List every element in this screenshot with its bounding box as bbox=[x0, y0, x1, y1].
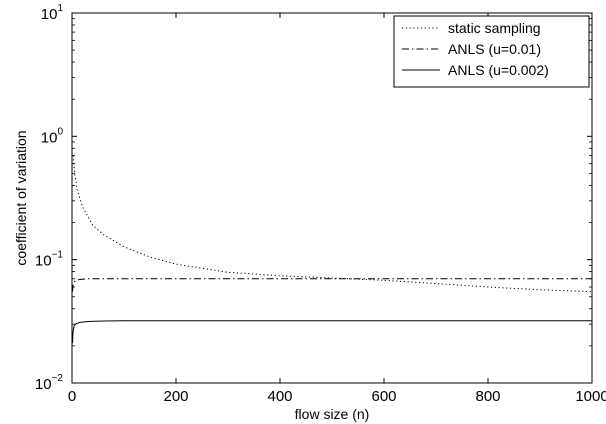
x-tick-label: 400 bbox=[267, 388, 292, 405]
legend: static sampling ANLS (u=0.01) ANLS (u=0.00… bbox=[393, 15, 590, 88]
x-axis-label: flow size (n) bbox=[295, 406, 370, 422]
y-tick-label: 101 bbox=[41, 3, 64, 23]
legend-label: ANLS (u=0.01) bbox=[448, 41, 541, 57]
x-tick-label: 1000 bbox=[575, 388, 606, 405]
legend-label: ANLS (u=0.002) bbox=[448, 62, 549, 78]
legend-box bbox=[393, 15, 590, 88]
x-tick-label: 600 bbox=[371, 388, 396, 405]
x-tick-label: 0 bbox=[68, 388, 76, 405]
legend-label: static sampling bbox=[448, 20, 541, 36]
y-tick-label: 100 bbox=[41, 126, 64, 146]
series-group bbox=[72, 155, 593, 344]
series-line-3 bbox=[72, 320, 592, 344]
y-tick-label: 10−2 bbox=[35, 373, 64, 393]
axes-box bbox=[71, 12, 593, 384]
ticks: 0 200 400 600 800 1000 10−2 10−1 100 101 bbox=[35, 3, 606, 405]
x-tick-label: 800 bbox=[475, 388, 500, 405]
y-tick-label: 10−1 bbox=[35, 250, 64, 270]
y-axis-label: coefficient of variation bbox=[13, 130, 29, 265]
series-line-1 bbox=[72, 155, 593, 293]
series-line-2 bbox=[72, 278, 592, 292]
x-tick-label: 200 bbox=[163, 388, 188, 405]
